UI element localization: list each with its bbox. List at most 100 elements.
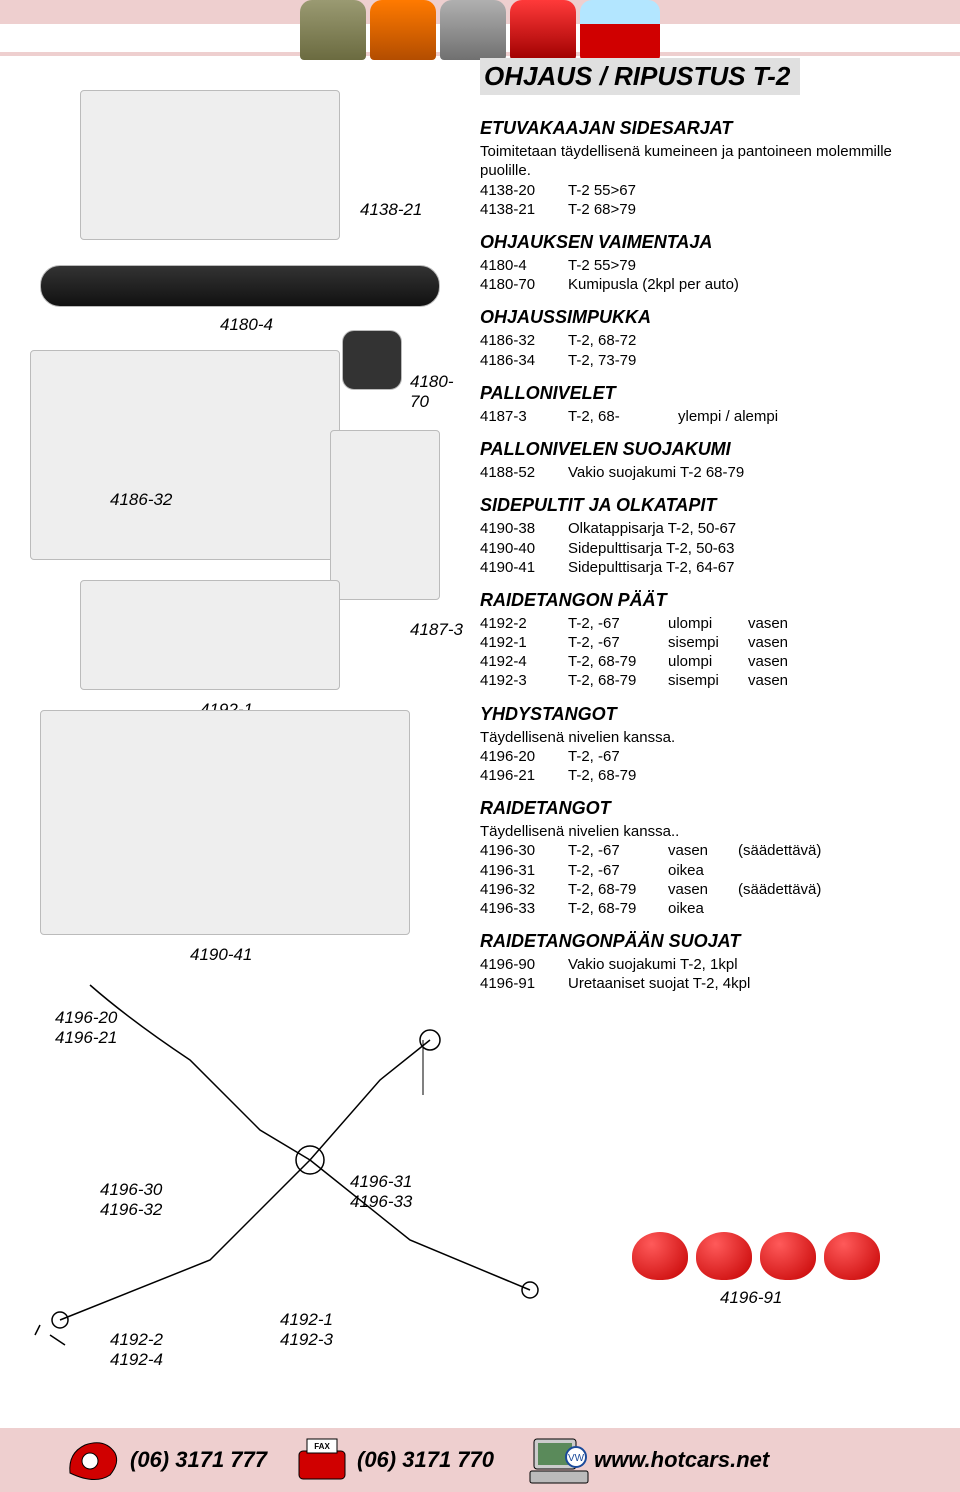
cell: Kumipusla (2kpl per auto) <box>568 275 930 294</box>
cell: (säädettävä) <box>738 841 821 860</box>
image-label: 4190-41 <box>190 945 252 965</box>
header-cars <box>300 0 660 60</box>
sku: 4192-3 <box>480 671 568 690</box>
sku: 4196-91 <box>480 974 568 993</box>
header-bar <box>0 0 960 56</box>
sku: 4196-32 <box>480 880 568 899</box>
image-label: 4180-4 <box>220 315 273 335</box>
car-icon <box>300 0 366 60</box>
cell: T-2, 68- <box>568 407 678 426</box>
cell: T-2 55>67 <box>568 181 930 200</box>
sku: 4138-21 <box>480 200 568 219</box>
cell: Sidepulttisarja T-2, 64-67 <box>568 558 930 577</box>
table-row: 4192-3T-2, 68-79sisempivasen <box>480 671 930 690</box>
table-row: 4196-21T-2, 68-79 <box>480 766 930 785</box>
cell: ylempi / alempi <box>678 407 778 426</box>
phone-icon <box>60 1433 130 1487</box>
table-row: 4192-2T-2, -67ulompivasen <box>480 614 930 633</box>
cell: T-2, -67 <box>568 841 668 860</box>
sku: 4196-30 <box>480 841 568 860</box>
image-label: 4196-33 <box>350 1192 412 1212</box>
table-row: 4196-20T-2, -67 <box>480 747 930 766</box>
image-label: 4186-32 <box>110 490 172 510</box>
computer-icon: VW <box>524 1433 594 1487</box>
image-label: 4192-1 <box>280 1310 333 1330</box>
section-heading: RAIDETANGON PÄÄT <box>480 589 930 612</box>
sku: 4180-70 <box>480 275 568 294</box>
image-label: 4187-3 <box>410 620 463 640</box>
sku: 4186-32 <box>480 331 568 350</box>
product-image <box>80 580 340 690</box>
svg-text:FAX: FAX <box>314 1442 330 1451</box>
section-heading: SIDEPULTIT JA OLKATAPIT <box>480 494 930 517</box>
sku: 4187-3 <box>480 407 568 426</box>
table-row: 4192-4T-2, 68-79ulompivasen <box>480 652 930 671</box>
product-image <box>30 350 340 560</box>
image-label: 4196-91 <box>720 1288 782 1308</box>
image-label: 4192-2 <box>110 1330 163 1350</box>
section-heading: OHJAUSSIMPUKKA <box>480 306 930 329</box>
image-label: 4180-70 <box>410 372 470 412</box>
fax-number: (06) 3171 770 <box>357 1447 494 1473</box>
car-icon <box>370 0 436 60</box>
product-image <box>342 330 402 390</box>
cell: Sidepulttisarja T-2, 50-63 <box>568 539 930 558</box>
cell: T-2, 68-79 <box>568 880 668 899</box>
sku: 4186-34 <box>480 351 568 370</box>
sku: 4196-20 <box>480 747 568 766</box>
cell: T-2 68>79 <box>568 200 930 219</box>
page-title: OHJAUS / RIPUSTUS T-2 <box>480 58 800 95</box>
sku: 4138-20 <box>480 181 568 200</box>
sku: 4196-21 <box>480 766 568 785</box>
table-row: 4186-34T-2, 73-79 <box>480 351 930 370</box>
image-label: 4138-21 <box>360 200 422 220</box>
image-label: 4192-3 <box>280 1330 333 1350</box>
product-image <box>80 90 340 240</box>
cell: sisempi <box>668 671 748 690</box>
cell: T-2, -67 <box>568 614 668 633</box>
table-row: 4138-21T-2 68>79 <box>480 200 930 219</box>
table-row: 4196-30T-2, -67vasen(säädettävä) <box>480 841 930 860</box>
section-desc: Täydellisenä nivelien kanssa. <box>480 728 930 747</box>
product-image <box>40 265 440 307</box>
table-row: 4190-38Olkatappisarja T-2, 50-67 <box>480 519 930 538</box>
sku: 4196-90 <box>480 955 568 974</box>
cell: Uretaaniset suojat T-2, 4kpl <box>568 974 930 993</box>
table-row: 4190-40Sidepulttisarja T-2, 50-63 <box>480 539 930 558</box>
cell: vasen <box>748 633 788 652</box>
table-row: 4196-31T-2, -67oikea <box>480 861 930 880</box>
cell: ulompi <box>668 614 748 633</box>
table-row: 4196-33T-2, 68-79oikea <box>480 899 930 918</box>
table-row: 4180-70Kumipusla (2kpl per auto) <box>480 275 930 294</box>
svg-text:VW: VW <box>568 1453 585 1464</box>
cell: oikea <box>668 899 738 918</box>
cell: vasen <box>748 671 788 690</box>
cell: ulompi <box>668 652 748 671</box>
cell: T-2, 68-72 <box>568 331 930 350</box>
fax-icon: FAX <box>287 1433 357 1487</box>
image-label: 4196-20 <box>55 1008 117 1028</box>
sku: 4192-2 <box>480 614 568 633</box>
table-row: 4188-52Vakio suojakumi T-2 68-79 <box>480 463 930 482</box>
table-row: 4192-1T-2, -67sisempivasen <box>480 633 930 652</box>
section-heading: RAIDETANGOT <box>480 797 930 820</box>
section-desc: Täydellisenä nivelien kanssa.. <box>480 822 930 841</box>
section-heading: PALLONIVELET <box>480 382 930 405</box>
image-label: 4196-31 <box>350 1172 412 1192</box>
table-row: 4190-41Sidepulttisarja T-2, 64-67 <box>480 558 930 577</box>
cell: vasen <box>748 614 788 633</box>
section-heading: ETUVAKAAJAN SIDESARJAT <box>480 117 930 140</box>
content-column: OHJAUS / RIPUSTUS T-2 ETUVAKAAJAN SIDESA… <box>480 58 930 994</box>
cell: T-2, 68-79 <box>568 652 668 671</box>
sku: 4196-31 <box>480 861 568 880</box>
cell: T-2, 68-79 <box>568 899 668 918</box>
image-label: 4196-32 <box>100 1200 162 1220</box>
sku: 4190-40 <box>480 539 568 558</box>
product-image <box>330 430 440 600</box>
phone-number: (06) 3171 777 <box>130 1447 267 1473</box>
sku: 4192-4 <box>480 652 568 671</box>
section-desc: Toimitetaan täydellisenä kumeineen ja pa… <box>480 142 930 180</box>
table-row: 4196-90Vakio suojakumi T-2, 1kpl <box>480 955 930 974</box>
table-row: 4186-32T-2, 68-72 <box>480 331 930 350</box>
table-row: 4180-4T-2 55>79 <box>480 256 930 275</box>
